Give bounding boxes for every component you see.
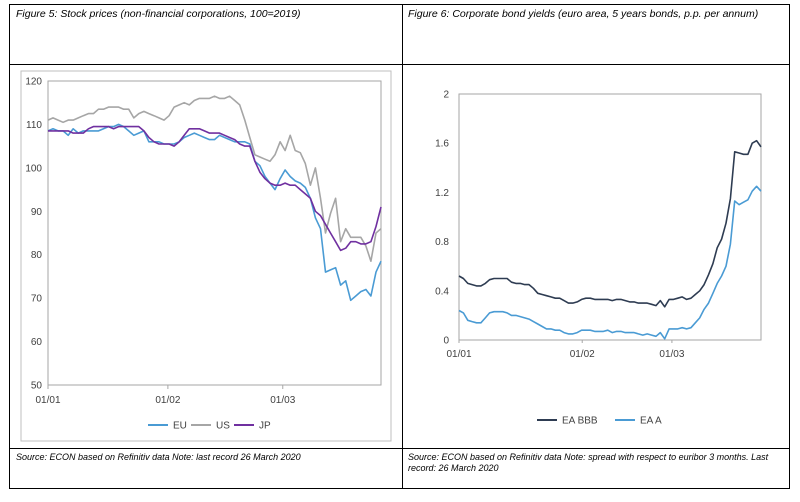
stock-series-eu (47, 123, 382, 302)
stock-legend-label: US (216, 421, 230, 432)
yield-y-tick-label: 0.4 (435, 286, 449, 297)
stock-x-tick-label: 01/03 (270, 395, 295, 406)
yield-y-tick-label: 0 (443, 336, 449, 347)
footer-divider (9, 448, 790, 449)
yield-x-tick-label: 01/02 (570, 349, 595, 360)
stock-legend-label: EU (173, 421, 187, 432)
yield-legend-label: EA A (640, 416, 662, 427)
stock-y-tick-label: 50 (31, 381, 43, 392)
figure5-source: Source: ECON based on Refinitiv data Not… (16, 452, 301, 462)
column-divider (402, 4, 403, 489)
yield-y-tick-label: 1.2 (435, 188, 449, 199)
figure6-title: Figure 6: Corporate bond yields (euro ar… (408, 8, 759, 20)
stock-y-tick-label: 70 (31, 294, 43, 305)
figure-table (9, 4, 790, 489)
stock-y-tick-label: 120 (25, 77, 42, 88)
stock-series-jp (48, 125, 382, 252)
figure6-source: Source: ECON based on Refinitiv data Not… (408, 452, 769, 473)
yield-series-ea-bbb (458, 139, 762, 308)
stock-y-tick-label: 110 (26, 120, 42, 131)
stock-y-tick-label: 80 (31, 250, 43, 261)
stock-legend-label: JP (259, 421, 271, 432)
stock-series-us (47, 95, 382, 263)
yield-x-tick-label: 01/03 (659, 349, 684, 360)
stock-chart-border (20, 70, 392, 442)
yield-series-ea-a (458, 185, 762, 340)
stock-x-tick-label: 01/01 (35, 395, 60, 406)
header-divider (9, 64, 790, 65)
yield-plot-area (458, 93, 762, 341)
yield-x-tick-label: 01/01 (446, 349, 471, 360)
yield-y-tick-label: 1.6 (435, 139, 449, 150)
stock-x-tick-label: 01/02 (155, 395, 180, 406)
yield-y-tick-label: 2 (443, 90, 449, 101)
stock-plot-area (47, 80, 382, 386)
stock-y-tick-label: 90 (31, 207, 43, 218)
yield-y-tick-label: 0.8 (435, 237, 449, 248)
stock-y-tick-label: 100 (25, 163, 42, 174)
stock-y-tick-label: 60 (31, 337, 43, 348)
figure5-title: Figure 5: Stock prices (non-financial co… (16, 8, 301, 20)
yield-legend-label: EA BBB (562, 416, 598, 427)
